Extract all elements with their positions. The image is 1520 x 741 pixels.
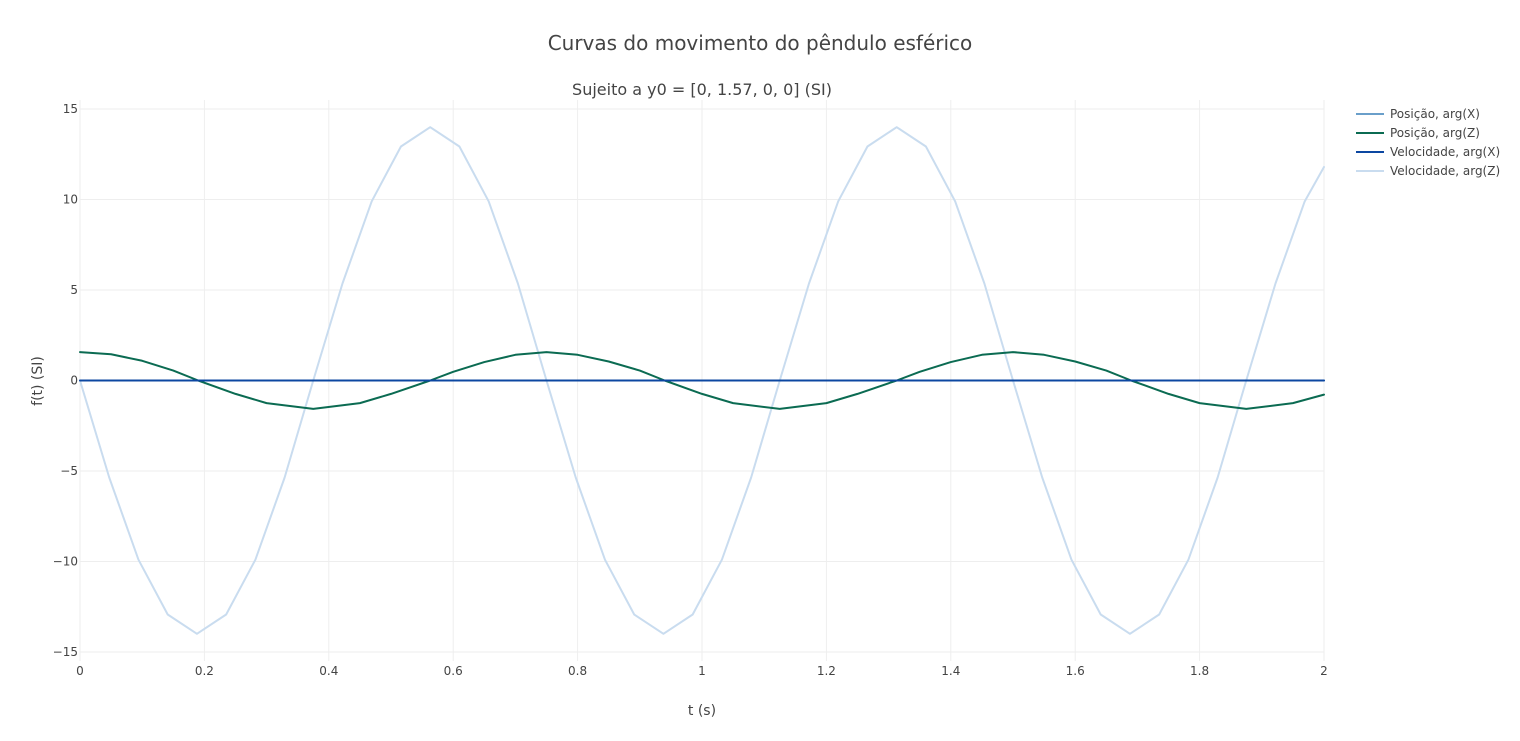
x-tick-label: 1.8 [1190,664,1209,678]
x-tick-label: 1.6 [1066,664,1085,678]
y-tick-label: 15 [63,102,78,116]
x-tick-label: 0.6 [444,664,463,678]
legend-label: Velocidade, arg(X) [1390,145,1500,159]
y-tick-label: 0 [70,374,78,388]
x-axis-title: t (s) [688,703,716,719]
y-tick-label: 5 [70,283,78,297]
legend-label: Posição, arg(Z) [1390,126,1480,140]
legend-label: Posição, arg(X) [1390,107,1480,121]
x-tick-label: 1.2 [817,664,836,678]
x-tick-label: 0.4 [319,664,338,678]
y-tick-label: 10 [63,193,78,207]
chart-title: Curvas do movimento do pêndulo esférico [548,31,973,55]
y-tick-label: −10 [53,554,78,568]
series-lines [79,126,1325,635]
x-tick-label: 0.8 [568,664,587,678]
legend-item[interactable]: Velocidade, arg(X) [1356,145,1500,159]
legend-item[interactable]: Velocidade, arg(Z) [1356,164,1500,178]
series-line-4 [79,126,1325,635]
y-tick-label: −5 [60,464,78,478]
x-tick-label: 0.2 [195,664,214,678]
x-tick-labels: 0 0.2 0.4 0.6 0.8 1 1.2 1.4 1.6 1.8 2 [76,664,1328,678]
chart-subtitle: Sujeito a y0 = [0, 1.57, 0, 0] (SI) [572,80,832,99]
x-tick-label: 2 [1320,664,1328,678]
x-tick-label: 1 [698,664,706,678]
x-tick-label: 1.4 [941,664,960,678]
x-tick-label: 0 [76,664,84,678]
y-tick-label: −15 [53,645,78,659]
y-tick-labels: −15 −10 −5 0 5 10 15 [53,102,78,659]
legend-item[interactable]: Posição, arg(Z) [1356,126,1480,140]
legend[interactable]: Posição, arg(X) Posição, arg(Z) Velocidade… [1356,107,1500,178]
legend-item[interactable]: Posição, arg(X) [1356,107,1480,121]
series-line-2 [79,351,1325,410]
legend-label: Velocidade, arg(Z) [1390,164,1500,178]
y-axis-title: f(t) (SI) [30,356,46,406]
